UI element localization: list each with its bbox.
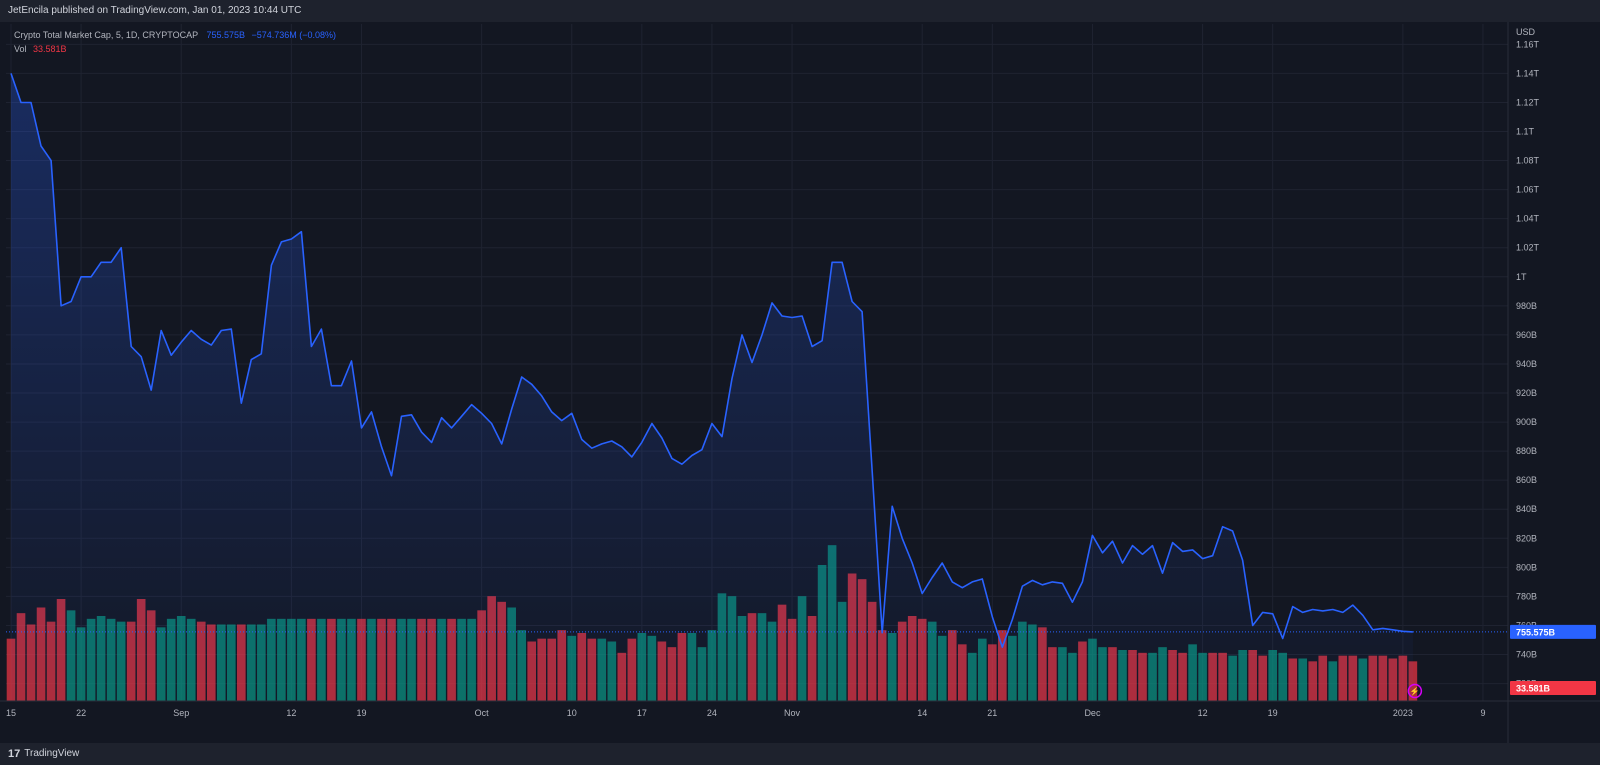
x-tick-label: 15 bbox=[6, 708, 16, 718]
publish-header: JetEncila published on TradingView.com, … bbox=[0, 0, 1600, 22]
y-tick-label: 920B bbox=[1516, 388, 1537, 398]
x-tick-label: 19 bbox=[356, 708, 366, 718]
y-tick-label: 1.14T bbox=[1516, 68, 1540, 78]
legend-symbol: Crypto Total Market Cap, 5, 1D, CRYPTOCA… bbox=[14, 30, 198, 40]
x-tick-label: Dec bbox=[1084, 708, 1101, 718]
legend-vol-value: 33.581B bbox=[33, 44, 67, 54]
y-tick-label: 1.02T bbox=[1516, 243, 1540, 253]
x-tick-label: 14 bbox=[917, 708, 927, 718]
lightning-icon-glyph: ⚡ bbox=[1410, 686, 1420, 696]
x-tick-label: 12 bbox=[1198, 708, 1208, 718]
price-chart[interactable]: USD720B740B760B780B800B820B840B860B880B9… bbox=[0, 22, 1600, 743]
y-tick-label: 820B bbox=[1516, 533, 1537, 543]
x-tick-label: 19 bbox=[1268, 708, 1278, 718]
y-tick-label: 900B bbox=[1516, 417, 1537, 427]
y-tick-label: 960B bbox=[1516, 330, 1537, 340]
price-area bbox=[11, 73, 1413, 701]
legend-change: −574.736M (−0.08%) bbox=[251, 30, 337, 40]
y-tick-label: 880B bbox=[1516, 446, 1537, 456]
y-tick-label: 1.12T bbox=[1516, 97, 1540, 107]
y-tick-label: 780B bbox=[1516, 591, 1537, 601]
tradingview-logo[interactable]: 17 TradingView bbox=[8, 743, 79, 765]
y-tick-label: 800B bbox=[1516, 562, 1537, 572]
legend-vol-label: Vol bbox=[14, 44, 27, 54]
y-tick-label: 1.08T bbox=[1516, 156, 1540, 166]
last-price-badge-label: 755.575B bbox=[1516, 627, 1556, 637]
x-tick-label: 9 bbox=[1480, 708, 1485, 718]
footer-bar: 17 TradingView bbox=[0, 743, 1600, 765]
y-tick-label: 1.16T bbox=[1516, 39, 1540, 49]
price-line bbox=[10, 73, 1413, 648]
chart-area[interactable]: USD720B740B760B780B800B820B840B860B880B9… bbox=[0, 22, 1600, 743]
tradingview-logo-icon: 17 bbox=[8, 748, 21, 760]
y-tick-label: 1.04T bbox=[1516, 214, 1540, 224]
lightning-icon bbox=[1407, 683, 1423, 699]
x-tick-label: 21 bbox=[987, 708, 997, 718]
x-tick-label: Oct bbox=[475, 708, 490, 718]
y-tick-label: 940B bbox=[1516, 359, 1537, 369]
currency-label: USD bbox=[1516, 27, 1536, 37]
last-price-badge bbox=[1510, 624, 1596, 639]
y-tick-label: 1.1T bbox=[1516, 127, 1535, 137]
chart-legend: Crypto Total Market Cap, 5, 1D, CRYPTOCA… bbox=[14, 28, 336, 56]
y-tick-label: 980B bbox=[1516, 301, 1537, 311]
volume-badge-label: 33.581B bbox=[1516, 684, 1551, 694]
x-tick-label: 24 bbox=[707, 708, 717, 718]
x-tick-label: 12 bbox=[286, 708, 296, 718]
brand-name: TradingView bbox=[24, 748, 80, 759]
x-tick-label: Nov bbox=[784, 708, 801, 718]
x-tick-label: 10 bbox=[567, 708, 577, 718]
x-tick-label: Sep bbox=[173, 708, 189, 718]
y-tick-label: 860B bbox=[1516, 475, 1537, 485]
x-tick-label: 22 bbox=[76, 708, 86, 718]
y-tick-label: 1T bbox=[1516, 272, 1527, 282]
x-tick-label: 17 bbox=[637, 708, 647, 718]
y-tick-label: 1.06T bbox=[1516, 185, 1540, 195]
publish-text: JetEncila published on TradingView.com, … bbox=[8, 5, 302, 16]
legend-symbol-row[interactable]: Crypto Total Market Cap, 5, 1D, CRYPTOCA… bbox=[14, 28, 336, 42]
legend-price: 755.575B bbox=[206, 30, 245, 40]
y-tick-label: 840B bbox=[1516, 504, 1537, 514]
volume-badge bbox=[1510, 681, 1596, 695]
y-tick-label: 740B bbox=[1516, 650, 1537, 660]
x-tick-label: 2023 bbox=[1393, 708, 1413, 718]
legend-volume-row[interactable]: Vol 33.581B bbox=[14, 42, 336, 56]
